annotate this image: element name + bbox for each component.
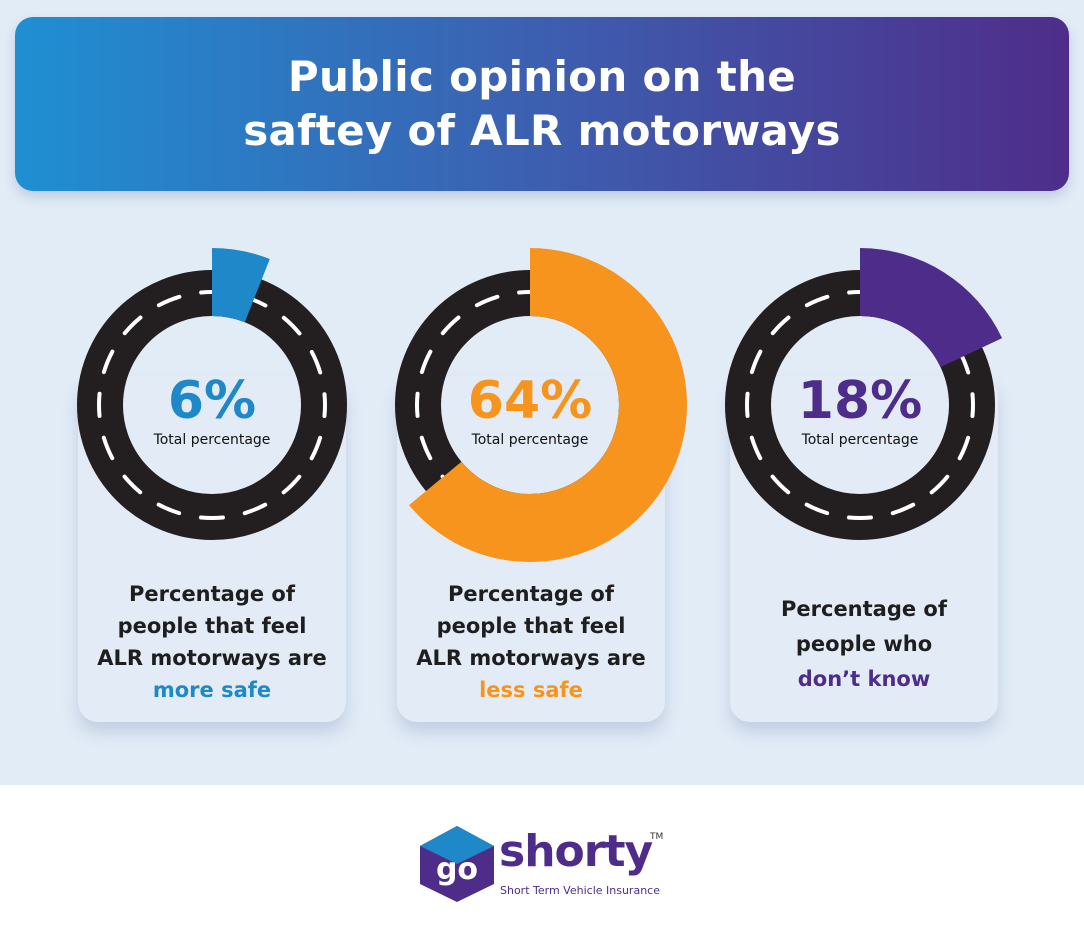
total-percentage-label: Total percentage <box>153 432 271 448</box>
total-percentage-label: Total percentage <box>471 432 589 448</box>
card-text-dont-know: Percentage of people who don’t know <box>730 592 998 697</box>
value-segment <box>860 248 1003 368</box>
go-badge-icon: go <box>420 826 494 902</box>
goshorty-logo: go shorty TM Short Term Vehicle Insuranc… <box>416 824 676 904</box>
card-line: Percentage of <box>781 597 947 621</box>
highlight-more-safe: more safe <box>152 678 272 702</box>
value-label: 18% <box>798 371 922 431</box>
value-segment <box>212 248 270 323</box>
card-line: Percentage of <box>448 582 614 606</box>
logo-badge-text: go <box>436 852 478 887</box>
logo-brand: shorty <box>499 826 653 877</box>
card-line: ALR motorways are <box>97 646 327 670</box>
card-text-more-safe: Percentage of people that feel ALR motor… <box>78 578 346 706</box>
logo-tm: TM <box>650 832 664 842</box>
card-line: people that feel <box>436 614 626 638</box>
title-line-2: saftey of ALR motorways <box>243 106 841 155</box>
card-text-less-safe: Percentage of people that feel ALR motor… <box>397 578 665 706</box>
title-line-1: Public opinion on the <box>287 52 797 101</box>
value-label: 64% <box>468 371 592 431</box>
card-line: ALR motorways are <box>416 646 646 670</box>
highlight-dont-know: don’t know <box>797 667 931 691</box>
total-percentage-label: Total percentage <box>801 432 919 448</box>
highlight-less-safe: less safe <box>479 678 583 702</box>
card-line: people that feel <box>117 614 307 638</box>
logo-tagline: Short Term Vehicle Insurance <box>500 884 660 897</box>
value-segment <box>409 248 687 562</box>
title-banner: Public opinion on the saftey of ALR moto… <box>15 17 1069 191</box>
value-label: 6% <box>168 371 256 431</box>
card-line: people who <box>795 632 933 656</box>
card-line: Percentage of <box>129 582 295 606</box>
